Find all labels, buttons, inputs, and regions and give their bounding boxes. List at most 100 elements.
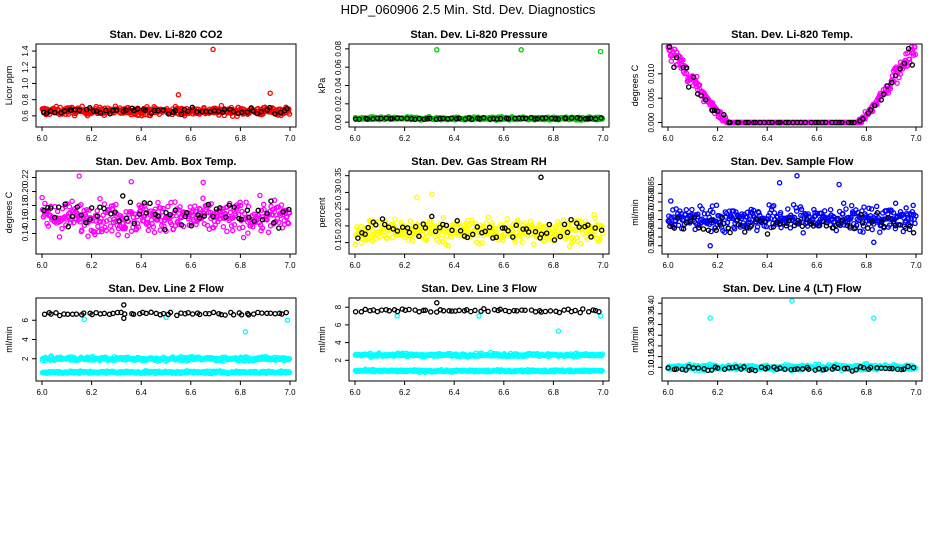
- data-point: [172, 207, 179, 214]
- data-point: [59, 225, 65, 232]
- data-point: [109, 228, 115, 234]
- data-point: [54, 208, 61, 215]
- data-point: [143, 310, 149, 317]
- data-point: [245, 312, 252, 318]
- data-point: [234, 113, 240, 119]
- y-tick-label: 0.04: [334, 77, 343, 93]
- data-point: [505, 115, 512, 122]
- data-point: [265, 229, 272, 236]
- data-point: [886, 365, 893, 372]
- plot-frame: [35, 170, 297, 255]
- data-point: [196, 215, 203, 221]
- data-point: [892, 222, 899, 229]
- data-point: [110, 310, 116, 317]
- data-point: [799, 366, 806, 372]
- data-point: [857, 364, 864, 370]
- data-point: [217, 205, 223, 211]
- plot-frame: [348, 297, 610, 382]
- data-point: [367, 307, 373, 314]
- data-point: [51, 214, 58, 221]
- outlier-point: [429, 191, 435, 197]
- data-point: [43, 110, 50, 117]
- outlier-point: [836, 181, 842, 188]
- data-point: [844, 222, 850, 229]
- data-point: [41, 311, 48, 318]
- data-point: [257, 192, 263, 199]
- data-point: [178, 222, 185, 228]
- y-tick-label: 0.14: [21, 225, 30, 241]
- data-point: [259, 225, 266, 231]
- data-point: [278, 202, 285, 208]
- data-point: [905, 45, 912, 52]
- data-point: [381, 221, 388, 228]
- data-point: [542, 308, 549, 315]
- y-tick-label: 6: [334, 322, 343, 327]
- data-point: [768, 207, 775, 213]
- data-point: [124, 232, 131, 239]
- data-point: [795, 217, 802, 224]
- data-point: [416, 233, 422, 240]
- outlier-point: [707, 315, 713, 321]
- data-point: [673, 366, 680, 372]
- data-point: [574, 115, 580, 121]
- x-tick-label: 6.8: [235, 134, 247, 143]
- data-point: [783, 222, 790, 229]
- outlier-point: [434, 47, 440, 53]
- x-tick-label: 6.8: [548, 134, 560, 143]
- data-point: [231, 204, 237, 210]
- data-point: [440, 214, 447, 221]
- data-point: [800, 230, 806, 236]
- data-point: [748, 223, 754, 230]
- data-point: [791, 366, 798, 373]
- data-point: [835, 221, 842, 227]
- data-point: [101, 205, 107, 212]
- data-point: [708, 228, 714, 235]
- data-point: [266, 104, 273, 111]
- data-point: [497, 306, 503, 313]
- x-tick-label: 6.4: [449, 261, 461, 270]
- x-tick-label: 6.0: [349, 388, 361, 397]
- plot-frame: [348, 170, 610, 255]
- data-point: [386, 308, 393, 314]
- data-point: [155, 199, 161, 206]
- data-point: [868, 206, 875, 212]
- data-point: [151, 229, 158, 236]
- data-point: [802, 119, 809, 126]
- outlier-point: [597, 313, 604, 319]
- data-point: [52, 109, 58, 116]
- data-point: [427, 309, 434, 315]
- data-point: [123, 107, 129, 113]
- data-point: [857, 228, 863, 235]
- data-point: [811, 206, 817, 213]
- outlier-point: [284, 317, 291, 324]
- outlier-point: [121, 315, 127, 322]
- data-point: [243, 199, 249, 205]
- chart-title: Stan. Dev. Sample Flow: [731, 156, 854, 168]
- data-point: [238, 109, 245, 116]
- data-point: [745, 119, 751, 126]
- x-tick-label: 6.6: [498, 134, 510, 143]
- data-point: [245, 230, 251, 236]
- data-point: [805, 366, 812, 372]
- x-tick-label: 6.6: [811, 261, 823, 270]
- data-point: [871, 102, 878, 109]
- data-point: [271, 219, 277, 226]
- data-point: [141, 200, 148, 206]
- data-point: [367, 224, 374, 231]
- data-point: [208, 201, 215, 207]
- x-tick-label: 6.8: [548, 261, 560, 270]
- data-point: [230, 312, 237, 318]
- y-tick-label: 4: [21, 337, 30, 342]
- data-point: [668, 198, 674, 204]
- outlier-point: [597, 48, 604, 55]
- data-point: [557, 233, 564, 240]
- data-point: [62, 201, 68, 207]
- data-point: [547, 308, 554, 314]
- data-point: [176, 221, 182, 228]
- data-point: [489, 220, 495, 226]
- data-point: [384, 235, 391, 241]
- data-point: [556, 309, 563, 316]
- y-tick-label: 0.16: [21, 211, 30, 227]
- data-point: [568, 216, 574, 223]
- data-point: [563, 115, 569, 122]
